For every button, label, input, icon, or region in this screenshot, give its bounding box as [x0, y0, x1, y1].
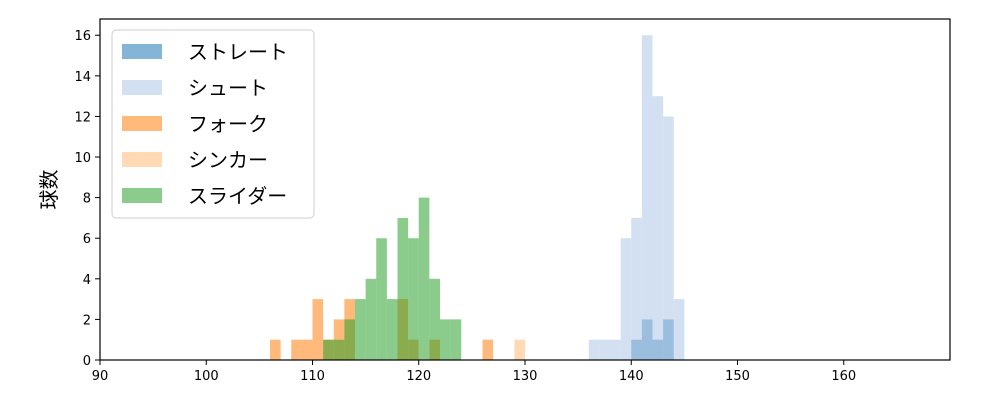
bar-series-4-bin-0 [323, 339, 334, 360]
bar-series-4-bin-6 [386, 299, 398, 360]
bar-series-4-bin-11 [440, 319, 451, 360]
bar-series-4-bin-5 [376, 238, 387, 360]
bar-series-4-bin-12 [450, 319, 462, 360]
bar-series-4-bin-1 [333, 339, 345, 360]
y-tick-label-3: 6 [83, 232, 91, 247]
bar-series-2-bin-1 [291, 339, 302, 360]
x-tick-label-4: 130 [513, 369, 538, 384]
bar-series-4-bin-10 [429, 278, 440, 360]
legend-swatch-3 [122, 152, 162, 167]
bar-series-3-bin-0 [514, 339, 525, 360]
bar-series-2-bin-2 [301, 339, 313, 360]
bar-series-2-bin-3 [312, 299, 324, 360]
x-tick-label-2: 110 [300, 369, 325, 384]
y-tick-label-4: 8 [83, 192, 91, 207]
bar-series-4-bin-2 [344, 319, 355, 360]
legend-label-4: スライダー [188, 184, 287, 208]
bar-series-2-bin-10 [482, 339, 494, 360]
legend-label-2: フォーク [188, 112, 268, 136]
legend-label-0: ストレート [188, 40, 288, 64]
bar-series-4-bin-8 [408, 238, 419, 360]
y-tick-label-8: 16 [74, 29, 91, 44]
legend-swatch-0 [122, 44, 162, 59]
bar-series-1-bin-1 [599, 339, 610, 360]
legend-label-1: シュート [188, 76, 268, 100]
bar-series-4-bin-9 [418, 197, 430, 360]
y-tick-label-5: 10 [74, 151, 91, 166]
x-tick-label-7: 160 [831, 369, 856, 384]
y-tick-label-7: 14 [74, 70, 91, 85]
x-tick-label-6: 150 [725, 369, 750, 384]
legend-swatch-1 [122, 80, 162, 95]
x-tick-label-1: 100 [194, 369, 219, 384]
bar-series-1-bin-7 [663, 116, 674, 360]
bar-series-1-bin-4 [631, 217, 642, 360]
y-tick-label-1: 2 [83, 313, 91, 328]
bar-series-1-bin-2 [610, 339, 621, 360]
bar-series-1-bin-6 [652, 96, 664, 360]
x-axis: 90 100 110 120 130 140 150 160 [92, 360, 856, 384]
bar-series-4-bin-4 [365, 278, 377, 360]
x-tick-label-5: 140 [619, 369, 644, 384]
y-axis-label: 球数 [37, 170, 61, 210]
bar-series-1-bin-0 [588, 339, 600, 360]
bar-series-1-bin-8 [673, 299, 685, 360]
y-tick-label-0: 0 [83, 354, 91, 369]
bar-series-4-bin-7 [397, 217, 409, 360]
bar-series-1-bin-5 [641, 35, 653, 360]
x-tick-label-3: 120 [406, 369, 431, 384]
x-tick-label-0: 90 [92, 369, 109, 384]
legend-box [111, 29, 315, 219]
legend-swatch-4 [122, 188, 162, 203]
bars-layer [270, 35, 685, 360]
legend-label-3: シンカー [188, 148, 268, 172]
y-axis: 0 2 4 6 8 10 12 14 16 [74, 29, 100, 369]
bar-series-4-bin-3 [355, 299, 366, 360]
y-tick-label-2: 4 [83, 273, 91, 288]
bar-series-1-bin-3 [620, 238, 632, 360]
y-tick-label-6: 12 [74, 110, 91, 125]
bar-series-2-bin-0 [270, 339, 281, 360]
legend-swatch-2 [122, 116, 162, 131]
